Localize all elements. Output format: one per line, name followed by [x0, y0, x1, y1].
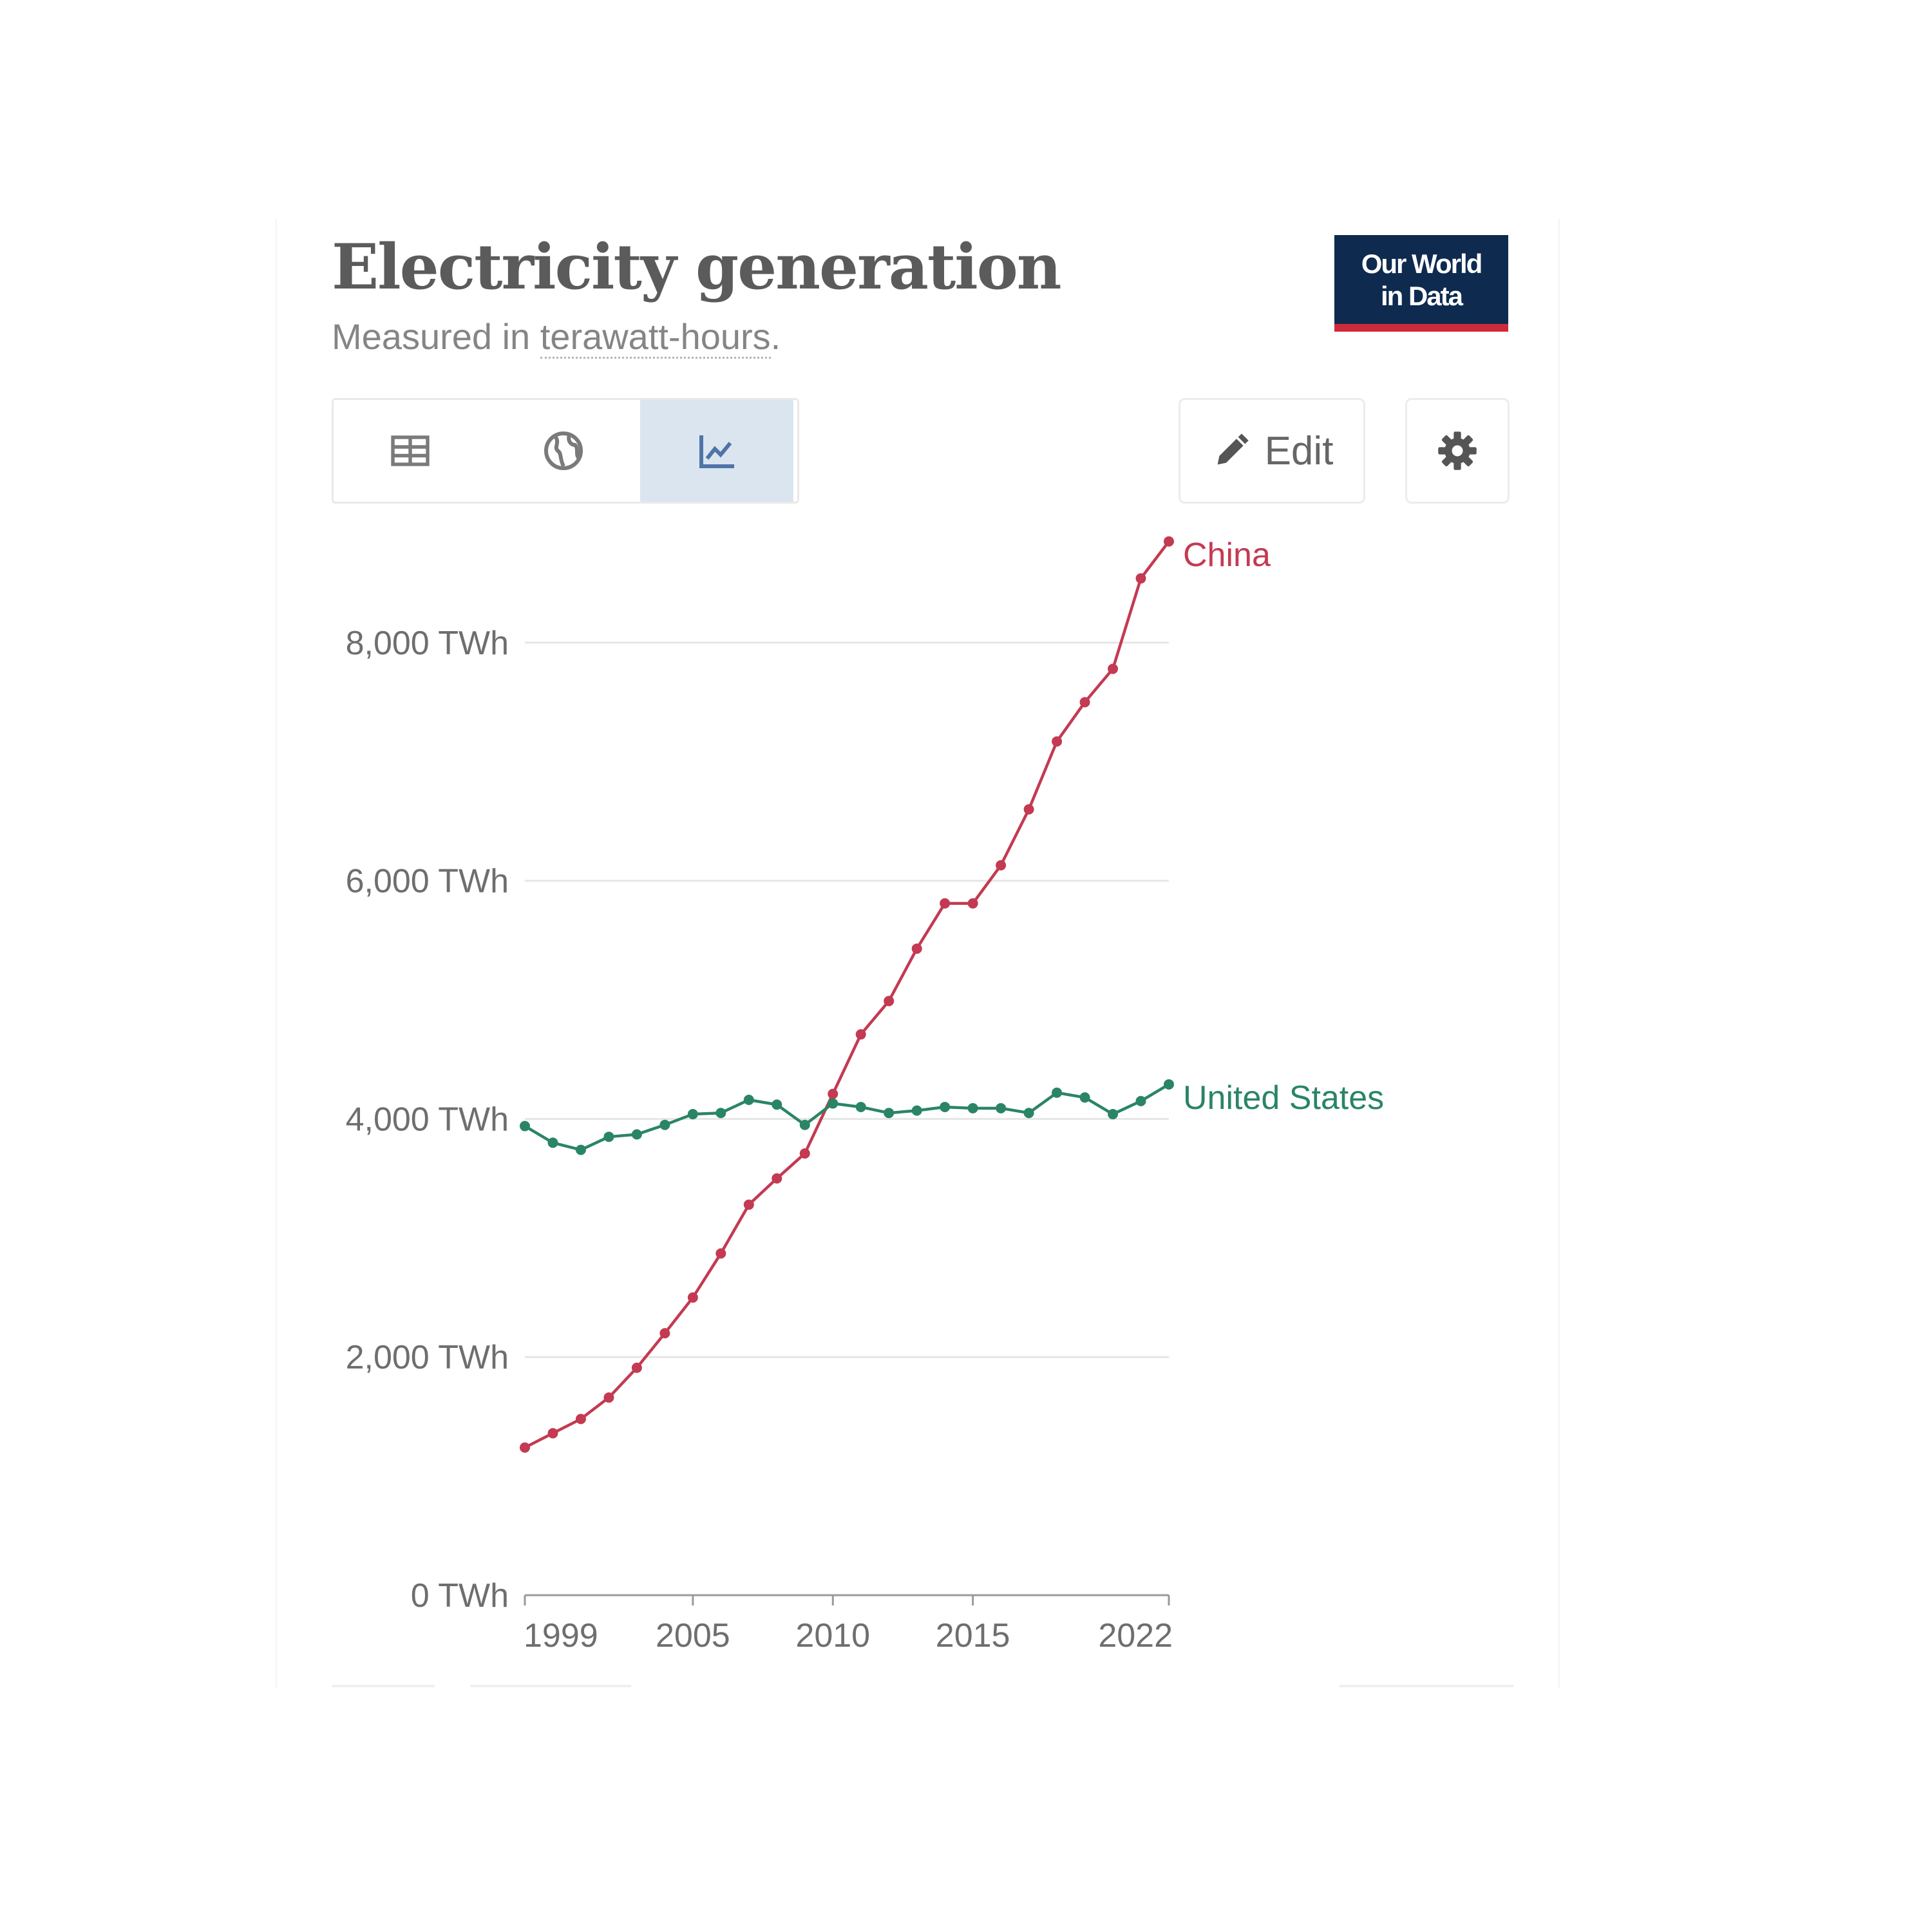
data-point-china [1023, 804, 1034, 815]
data-point-united-states [1052, 1087, 1063, 1098]
series-label-united-states: United States [1183, 1079, 1384, 1117]
data-point-china [603, 1392, 614, 1403]
y-tick-label: 0 TWh [411, 1577, 509, 1615]
globe-icon [544, 431, 583, 470]
data-point-china [1079, 697, 1090, 708]
data-point-china [772, 1173, 782, 1184]
data-point-china [659, 1328, 670, 1339]
data-point-united-states [715, 1108, 726, 1119]
table-icon [391, 435, 430, 466]
data-point-china [1135, 573, 1146, 584]
chart-card: Electricity generation Measured in teraw… [276, 219, 1560, 1687]
data-point-china [996, 860, 1007, 871]
data-point-united-states [1108, 1109, 1119, 1120]
data-point-united-states [828, 1098, 838, 1109]
data-point-china [967, 898, 978, 909]
data-point-united-states [743, 1094, 754, 1105]
y-tick-label: 2,000 TWh [346, 1339, 509, 1376]
pencil-icon [1217, 433, 1249, 465]
data-point-china [1108, 663, 1119, 674]
y-tick-label: 6,000 TWh [346, 863, 509, 900]
data-point-united-states [1079, 1092, 1090, 1103]
tab-table[interactable] [334, 400, 487, 502]
data-point-china [631, 1362, 642, 1373]
data-point-united-states [687, 1109, 698, 1120]
data-point-united-states [659, 1119, 670, 1130]
series-label-china: China [1183, 536, 1271, 574]
data-point-china [1164, 536, 1174, 547]
subtitle-suffix: . [770, 316, 781, 357]
tab-chart[interactable] [640, 400, 793, 502]
data-point-china [687, 1292, 698, 1303]
series-line-united-states [524, 1083, 1170, 1151]
data-point-china [940, 898, 951, 909]
chart-title: Electricity generation [332, 231, 1062, 303]
data-point-china [855, 1029, 866, 1040]
data-point-china [799, 1148, 810, 1159]
x-tick-label: 2022 [1098, 1617, 1173, 1654]
data-point-china [547, 1428, 558, 1439]
data-point-united-states [967, 1103, 978, 1113]
data-point-united-states [772, 1099, 782, 1110]
unit-link[interactable]: terawatt-hours [540, 316, 771, 359]
data-point-united-states [603, 1132, 614, 1142]
data-point-united-states [631, 1129, 642, 1140]
data-point-china [828, 1088, 838, 1099]
subtitle-prefix: Measured in [332, 316, 540, 357]
data-point-china [575, 1414, 586, 1425]
logo-line-2: in Data [1380, 281, 1463, 311]
tab-map[interactable] [487, 400, 640, 502]
data-point-china [911, 943, 922, 954]
data-point-united-states [884, 1108, 895, 1119]
owid-logo[interactable]: Our World in Data [1334, 235, 1508, 332]
data-point-china [715, 1248, 726, 1259]
x-tick-label: 2015 [936, 1617, 1010, 1654]
x-tick-label: 1999 [524, 1617, 598, 1654]
data-point-united-states [911, 1105, 922, 1116]
series-line-china [524, 540, 1170, 1449]
settings-button[interactable] [1405, 398, 1510, 504]
logo-line-1: Our World [1361, 249, 1483, 279]
data-point-china [884, 996, 895, 1007]
chart-subtitle: Measured in terawatt-hours. [332, 316, 781, 359]
data-point-united-states [996, 1103, 1007, 1113]
x-tick-label: 2010 [795, 1617, 870, 1654]
edit-label: Edit [1264, 428, 1334, 473]
data-point-china [743, 1199, 754, 1210]
data-point-united-states [799, 1119, 810, 1130]
line-chart: 0 TWh 2,000 TWh 4,000 TWh 6,000 TWh 8,000 TW… [346, 536, 1384, 1654]
data-point-united-states [1135, 1095, 1146, 1106]
view-tabs [332, 398, 799, 504]
data-point-china [520, 1442, 530, 1453]
data-point-united-states [547, 1137, 558, 1148]
data-point-united-states [1164, 1079, 1174, 1090]
data-point-united-states [940, 1101, 951, 1112]
data-point-china [1052, 736, 1063, 747]
y-tick-label: 4,000 TWh [346, 1101, 509, 1138]
data-point-united-states [520, 1121, 530, 1132]
data-point-united-states [575, 1144, 586, 1155]
data-point-united-states [855, 1101, 866, 1112]
data-point-united-states [1023, 1108, 1034, 1119]
x-tick-label: 2005 [656, 1617, 730, 1654]
edit-button[interactable]: Edit [1179, 398, 1365, 504]
line-chart-icon [699, 435, 734, 468]
gear-icon [1438, 431, 1477, 470]
y-tick-label: 8,000 TWh [346, 625, 509, 662]
